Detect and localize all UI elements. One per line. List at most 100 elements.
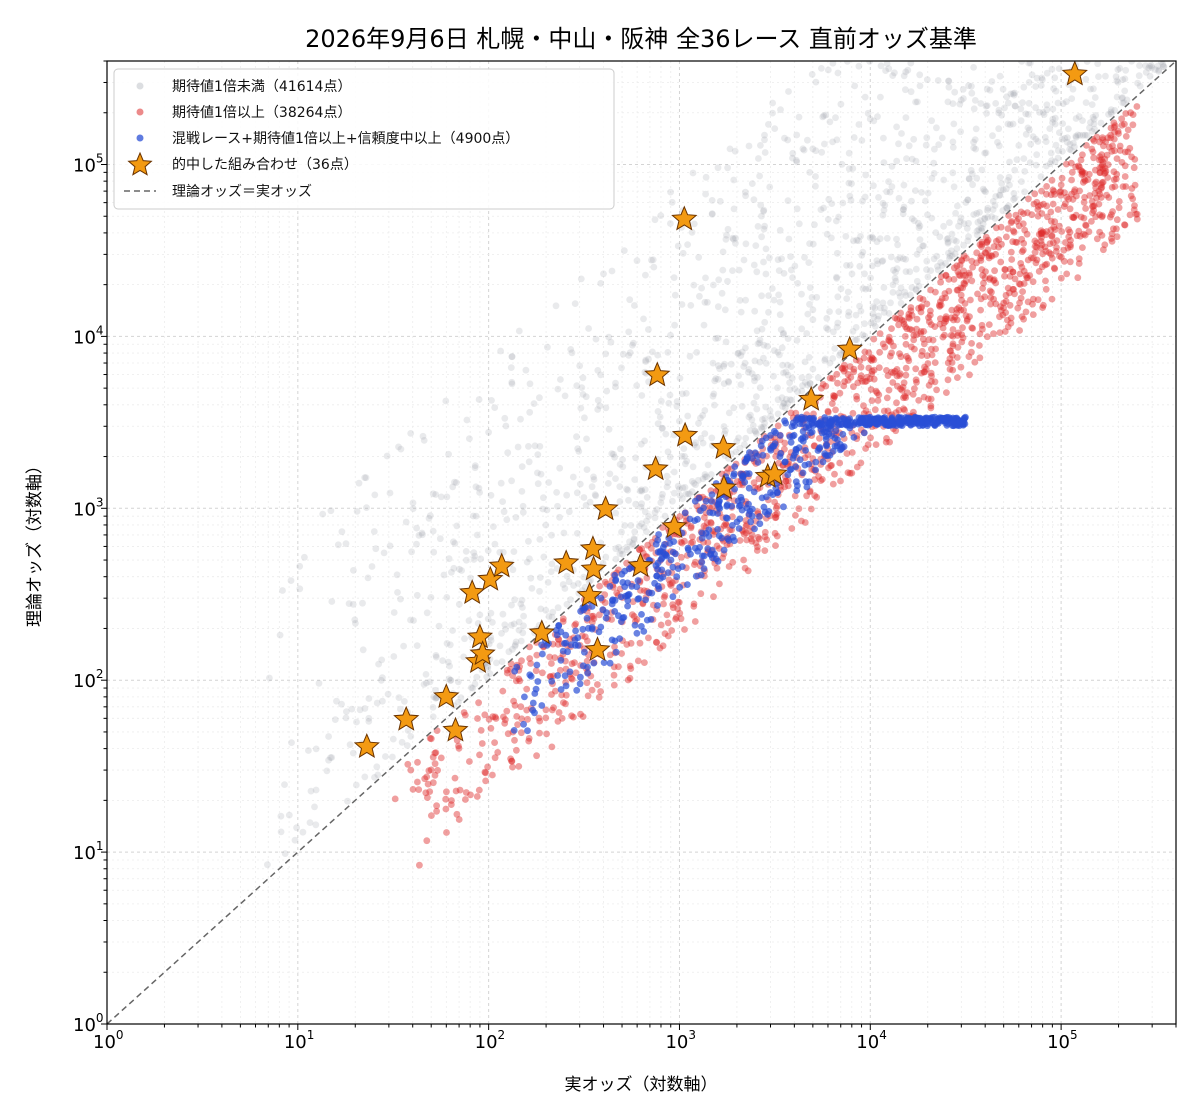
scatter-point	[566, 668, 574, 676]
scatter-point	[476, 611, 484, 619]
scatter-point	[1038, 241, 1046, 249]
scatter-point	[276, 631, 284, 639]
scatter-point	[748, 537, 756, 545]
scatter-point	[945, 77, 952, 85]
scatter-point	[885, 65, 893, 73]
scatter-point	[656, 413, 664, 421]
scatter-point	[797, 436, 805, 443]
scatter-point	[1049, 105, 1057, 113]
scatter-point	[1022, 110, 1030, 118]
scatter-point	[754, 223, 762, 230]
scatter-point	[770, 347, 778, 354]
scatter-point	[844, 377, 852, 384]
scatter-point	[582, 502, 590, 509]
scatter-point	[1075, 260, 1083, 267]
legend-box	[113, 68, 615, 210]
scatter-point	[576, 680, 584, 688]
scatter-point	[689, 533, 696, 541]
scatter-point	[1047, 217, 1055, 225]
scatter-point	[432, 749, 440, 756]
scatter-point	[386, 489, 394, 497]
scatter-point	[972, 125, 980, 133]
scatter-point	[794, 280, 802, 287]
scatter-point	[967, 166, 975, 174]
scatter-point	[839, 430, 847, 438]
scatter-point	[397, 595, 404, 603]
scatter-point	[811, 476, 819, 483]
scatter-point	[1024, 124, 1032, 132]
scatter-point	[577, 673, 584, 681]
scatter-point	[697, 507, 704, 515]
scatter-point	[1013, 218, 1021, 225]
scatter-point	[561, 672, 569, 680]
scatter-point	[612, 648, 620, 656]
scatter-point	[875, 391, 883, 399]
scatter-point	[821, 355, 829, 363]
scatter-point	[832, 406, 839, 414]
scatter-point	[842, 233, 850, 240]
scatter-point	[878, 258, 886, 265]
scatter-point	[676, 513, 684, 520]
scatter-point	[750, 261, 758, 269]
scatter-point	[844, 61, 851, 65]
scatter-point	[504, 730, 512, 738]
scatter-point	[577, 710, 584, 718]
scatter-point	[765, 121, 772, 128]
scatter-point	[1019, 220, 1027, 228]
scatter-point	[966, 271, 973, 279]
scatter-point	[740, 556, 747, 564]
scatter-point	[977, 254, 984, 262]
scatter-point	[1070, 214, 1078, 221]
scatter-point	[536, 443, 544, 450]
scatter-point	[487, 609, 495, 617]
scatter-point	[595, 693, 603, 701]
scatter-point	[897, 299, 905, 307]
scatter-point	[315, 679, 323, 687]
scatter-point	[536, 729, 543, 737]
scatter-point	[1049, 186, 1057, 194]
scatter-point	[996, 174, 1004, 181]
scatter-point	[812, 466, 819, 474]
scatter-point	[984, 246, 992, 254]
scatter-point	[1041, 261, 1049, 269]
scatter-point	[977, 306, 984, 314]
scatter-point	[594, 396, 602, 404]
scatter-point	[1032, 259, 1040, 267]
scatter-point	[751, 427, 759, 435]
scatter-point	[1099, 158, 1107, 166]
hit-star	[627, 552, 654, 578]
scatter-point	[687, 523, 695, 530]
scatter-point	[731, 463, 739, 470]
scatter-point	[1042, 247, 1050, 255]
scatter-point	[738, 348, 746, 356]
scatter-point	[804, 381, 811, 389]
scatter-point	[667, 582, 675, 589]
scatter-point	[1077, 156, 1085, 164]
scatter-point	[565, 508, 573, 516]
scatter-point	[850, 365, 858, 373]
scatter-point	[610, 681, 618, 689]
scatter-point	[1003, 204, 1011, 212]
scatter-point	[443, 788, 450, 796]
scatter-point	[997, 307, 1005, 314]
scatter-point	[1006, 181, 1013, 189]
scatter-point	[663, 472, 671, 480]
scatter-point	[835, 308, 843, 315]
scatter-point	[733, 438, 741, 445]
scatter-point	[944, 239, 952, 247]
scatter-point	[533, 752, 540, 760]
scatter-point	[965, 175, 973, 183]
scatter-point	[908, 197, 915, 205]
scatter-point	[758, 424, 765, 431]
scatter-point	[778, 344, 786, 352]
scatter-point	[1132, 210, 1140, 218]
scatter-point	[706, 509, 714, 516]
scatter-point	[413, 524, 420, 532]
scatter-point	[950, 183, 958, 191]
scatter-point	[968, 324, 976, 332]
scatter-point	[891, 314, 899, 322]
scatter-point	[470, 549, 478, 557]
scatter-point	[867, 274, 874, 282]
scatter-point	[944, 238, 952, 246]
scatter-point	[1128, 153, 1135, 161]
